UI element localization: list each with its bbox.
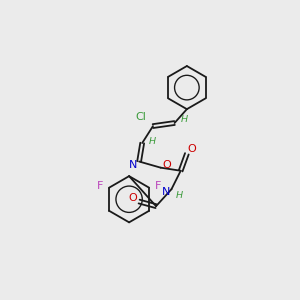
Text: O: O [188, 144, 197, 154]
Text: O: O [129, 194, 137, 203]
Text: H: H [148, 137, 156, 146]
Text: N: N [161, 187, 170, 197]
Text: F: F [155, 181, 161, 191]
Text: Cl: Cl [135, 112, 146, 122]
Text: N: N [129, 160, 137, 170]
Text: H: H [176, 191, 183, 200]
Text: O: O [163, 160, 171, 170]
Text: F: F [97, 181, 103, 191]
Text: H: H [181, 116, 188, 124]
